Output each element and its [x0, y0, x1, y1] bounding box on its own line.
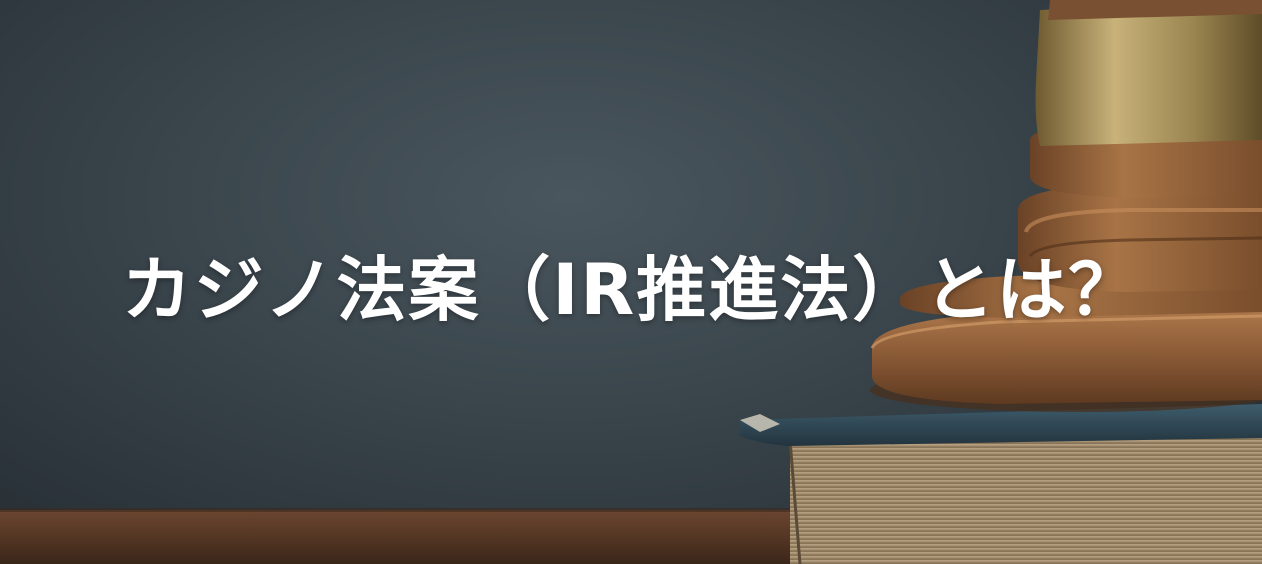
- page-title: カジノ法案（IR推進法）とは？: [121, 249, 1141, 331]
